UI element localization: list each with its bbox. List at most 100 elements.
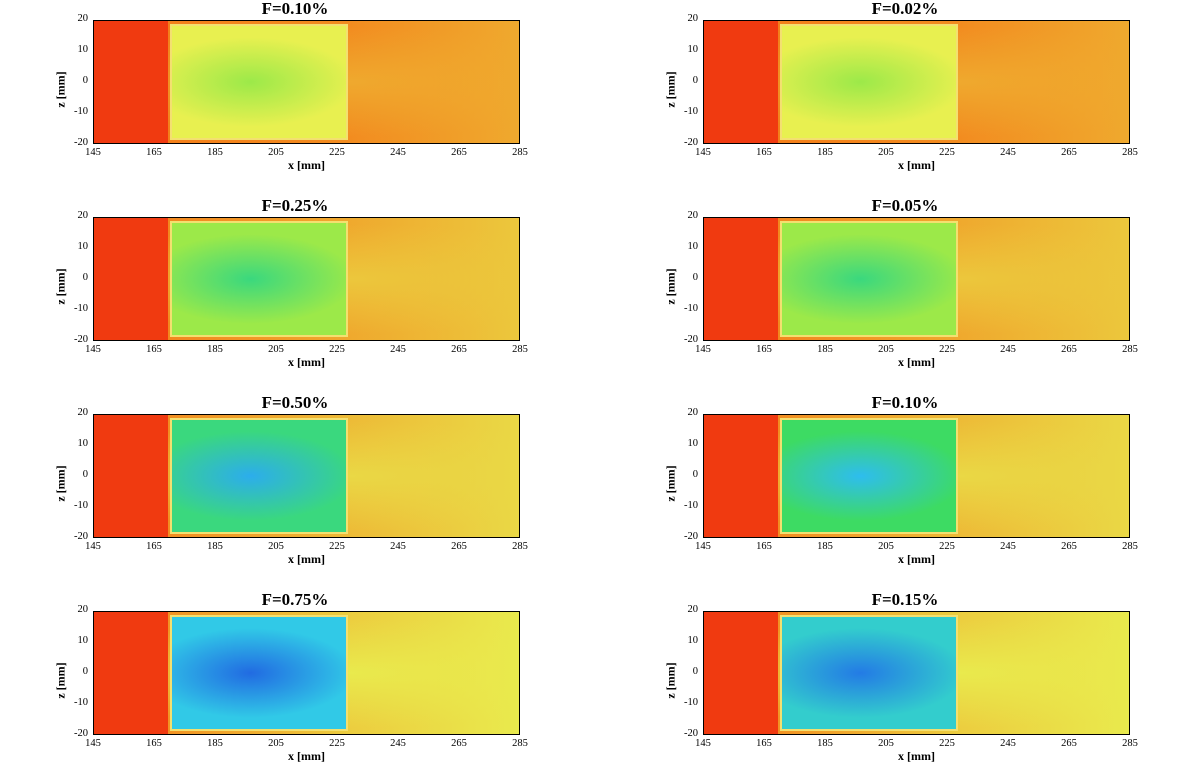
x-tick-label: 225 xyxy=(939,738,955,749)
x-tick-label: 225 xyxy=(329,344,345,355)
plot-panel: F=0.10% 20 10 0 -10 -20 145 165 185 205 225 245 265 2… xyxy=(0,0,528,190)
plot-panel: F=0.05% 20 10 0 -10 -20 145 165 185 205 225 245 265 2… xyxy=(610,197,1138,387)
x-axis-label: x [mm] xyxy=(288,355,325,369)
heatmap-area xyxy=(93,217,520,341)
x-tick-label: 285 xyxy=(512,541,528,552)
y-tick-label: -20 xyxy=(74,334,88,345)
x-tick-label: 145 xyxy=(695,147,711,158)
heatmap-area xyxy=(703,217,1130,341)
y-tick-label: 10 xyxy=(687,635,699,646)
plot-panel: F=0.50% 20 10 0 -10 -20 145 165 185 205 225 245 265 2… xyxy=(0,394,528,584)
y-axis-label: z [mm] xyxy=(663,71,678,108)
y-tick-label: 20 xyxy=(77,407,89,418)
plot-panel: F=0.15% 20 10 0 -10 -20 145 165 185 205 225 245 265 2… xyxy=(610,591,1138,781)
x-tick-label: 225 xyxy=(939,344,955,355)
y-tick-label: 10 xyxy=(687,241,699,252)
x-tick-label: 185 xyxy=(817,147,833,158)
x-tick-label: 165 xyxy=(146,541,162,552)
cooled-region xyxy=(170,615,348,731)
y-tick-label: -10 xyxy=(684,500,698,511)
x-tick-label: 145 xyxy=(695,344,711,355)
y-tick-label: -10 xyxy=(74,500,88,511)
heatmap-area xyxy=(93,611,520,735)
y-tick-label: -20 xyxy=(684,334,698,345)
x-tick-label: 165 xyxy=(756,541,772,552)
heatmap-area xyxy=(93,414,520,538)
x-tick-label: 265 xyxy=(451,541,467,552)
y-tick-label: 0 xyxy=(82,75,88,86)
panel-title: F=0.15% xyxy=(871,590,939,609)
x-tick-label: 265 xyxy=(1061,541,1077,552)
y-tick-label: -10 xyxy=(74,303,88,314)
y-tick-label: -20 xyxy=(684,531,698,542)
x-tick-label: 265 xyxy=(451,147,467,158)
y-tick-label: 10 xyxy=(77,44,89,55)
hot-region xyxy=(94,21,168,143)
x-axis-label: x [mm] xyxy=(288,749,325,763)
x-tick-label: 145 xyxy=(695,541,711,552)
y-axis-label: z [mm] xyxy=(53,268,68,305)
x-tick-label: 205 xyxy=(268,541,284,552)
y-tick-label: 20 xyxy=(687,407,699,418)
heatmap-area xyxy=(703,611,1130,735)
y-tick-label: 20 xyxy=(687,13,699,24)
y-tick-label: 0 xyxy=(82,272,88,283)
x-tick-label: 185 xyxy=(817,738,833,749)
plot-panel: F=0.02% 20 10 0 -10 -20 145 165 185 205 225 245 265 2… xyxy=(610,0,1138,190)
x-tick-label: 185 xyxy=(817,541,833,552)
y-tick-label: 0 xyxy=(692,272,698,283)
cooled-region xyxy=(780,24,958,140)
heatmap-area xyxy=(703,414,1130,538)
y-axis-label: z [mm] xyxy=(53,662,68,699)
panel-title: F=0.02% xyxy=(871,0,939,18)
heatmap-area xyxy=(703,20,1130,144)
x-axis-label: x [mm] xyxy=(898,749,935,763)
x-tick-label: 265 xyxy=(451,738,467,749)
x-tick-label: 245 xyxy=(1000,344,1016,355)
x-tick-label: 185 xyxy=(207,147,223,158)
x-axis-label: x [mm] xyxy=(898,355,935,369)
plot-panel: F=0.25% 20 10 0 -10 -20 145 165 185 205 225 245 265 2… xyxy=(0,197,528,387)
hot-region xyxy=(94,612,168,734)
cooled-region xyxy=(780,615,958,731)
hot-region xyxy=(704,218,778,340)
y-tick-label: 10 xyxy=(77,241,89,252)
x-tick-label: 285 xyxy=(1122,541,1138,552)
y-tick-label: 0 xyxy=(692,469,698,480)
x-tick-label: 265 xyxy=(1061,147,1077,158)
x-tick-label: 285 xyxy=(1122,147,1138,158)
y-tick-label: 10 xyxy=(77,438,89,449)
y-tick-label: -20 xyxy=(684,137,698,148)
x-tick-label: 145 xyxy=(85,147,101,158)
x-tick-label: 225 xyxy=(329,147,345,158)
x-tick-label: 245 xyxy=(1000,738,1016,749)
cooled-region xyxy=(170,24,348,140)
x-tick-label: 145 xyxy=(695,738,711,749)
hot-region xyxy=(94,218,168,340)
y-tick-label: -10 xyxy=(684,303,698,314)
y-tick-label: 20 xyxy=(687,604,699,615)
x-tick-label: 165 xyxy=(756,344,772,355)
x-tick-label: 145 xyxy=(85,541,101,552)
x-tick-label: 225 xyxy=(939,541,955,552)
hot-region xyxy=(704,415,778,537)
x-tick-label: 205 xyxy=(878,344,894,355)
plot-panel: F=0.10% 20 10 0 -10 -20 145 165 185 205 225 245 265 2… xyxy=(610,394,1138,584)
x-tick-label: 225 xyxy=(329,738,345,749)
y-axis-label: z [mm] xyxy=(53,71,68,108)
x-tick-label: 145 xyxy=(85,738,101,749)
hot-region xyxy=(94,415,168,537)
x-tick-label: 205 xyxy=(268,738,284,749)
x-tick-label: 205 xyxy=(268,147,284,158)
x-axis-label: x [mm] xyxy=(288,552,325,566)
panel-title: F=0.10% xyxy=(261,0,329,18)
x-tick-label: 285 xyxy=(512,738,528,749)
x-tick-label: 265 xyxy=(1061,344,1077,355)
y-tick-label: -20 xyxy=(74,531,88,542)
x-tick-label: 245 xyxy=(390,738,406,749)
panel-title: F=0.50% xyxy=(261,393,329,412)
x-axis-label: x [mm] xyxy=(288,158,325,172)
y-tick-label: 0 xyxy=(692,666,698,677)
panel-title: F=0.10% xyxy=(871,393,939,412)
y-axis-label: z [mm] xyxy=(53,465,68,502)
